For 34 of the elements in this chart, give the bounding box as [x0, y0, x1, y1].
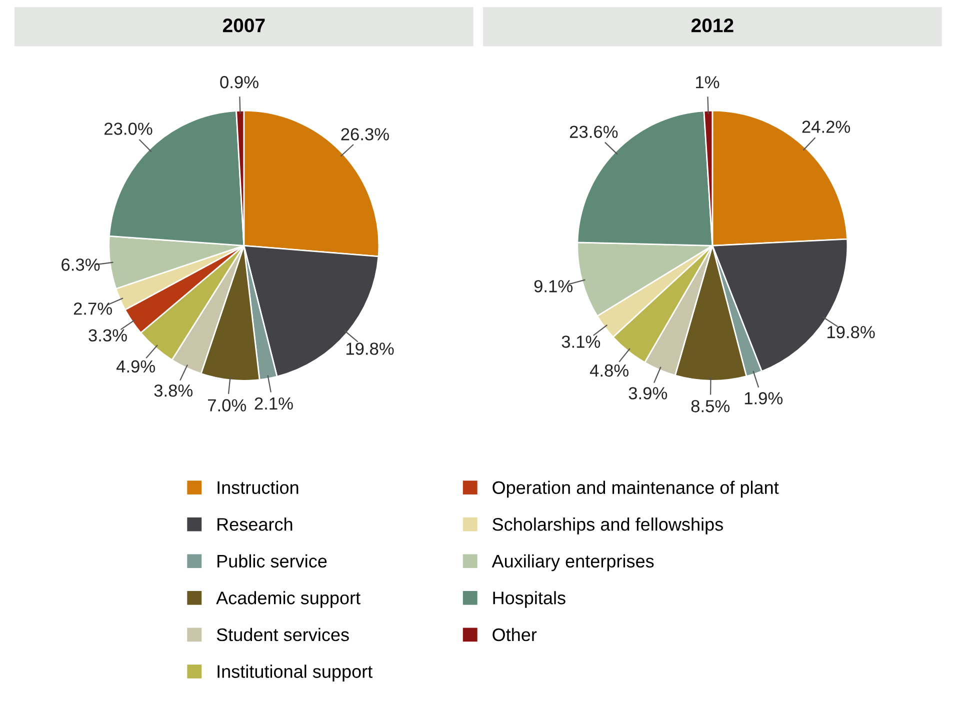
legend-label: Institutional support — [218, 664, 372, 682]
data-label: 3.8% — [154, 384, 193, 397]
legend-label: Student services — [216, 628, 349, 642]
data-label: 23.0% — [104, 122, 152, 135]
data-label: 19.8% — [827, 326, 875, 338]
data-label: 0.9% — [220, 76, 258, 88]
data-label: 1% — [696, 76, 720, 88]
data-label: 26.3% — [341, 128, 389, 140]
legend-label: Other — [492, 628, 537, 642]
data-label: 19.8% — [346, 342, 394, 355]
data-label: 4.9% — [116, 360, 156, 373]
data-label: 24.2% — [802, 120, 850, 133]
legend-label: Auxiliary enterprises — [492, 554, 654, 572]
data-label: 2.7% — [74, 302, 112, 315]
slice-label: 2007 — [222, 18, 265, 32]
data-label: 23.6% — [570, 126, 618, 138]
legend-label: Research — [218, 518, 292, 531]
data-label: 9.1% — [534, 280, 572, 292]
data-label: 7.0% — [208, 399, 246, 412]
slice-label: 2012 — [691, 18, 734, 32]
legend-label: Hospitals — [493, 591, 566, 608]
data-label: 6.3% — [62, 258, 100, 271]
data-label: 8.5% — [691, 400, 730, 412]
data-label: 1.9% — [744, 392, 783, 404]
legend-label: Public service — [218, 554, 327, 568]
data-label: 3.9% — [628, 387, 668, 400]
legend-label: Operation and maintenance of plant — [492, 480, 779, 498]
data-label: 3.3% — [88, 329, 127, 342]
data-label: 2.1% — [254, 397, 293, 410]
legend-label: Academic support — [216, 591, 360, 608]
legend-label: Instruction — [218, 480, 298, 494]
data-label: 3.1% — [562, 336, 600, 348]
legend-label: Scholarships and fellowships — [492, 518, 723, 534]
data-label: 4.8% — [590, 364, 629, 377]
